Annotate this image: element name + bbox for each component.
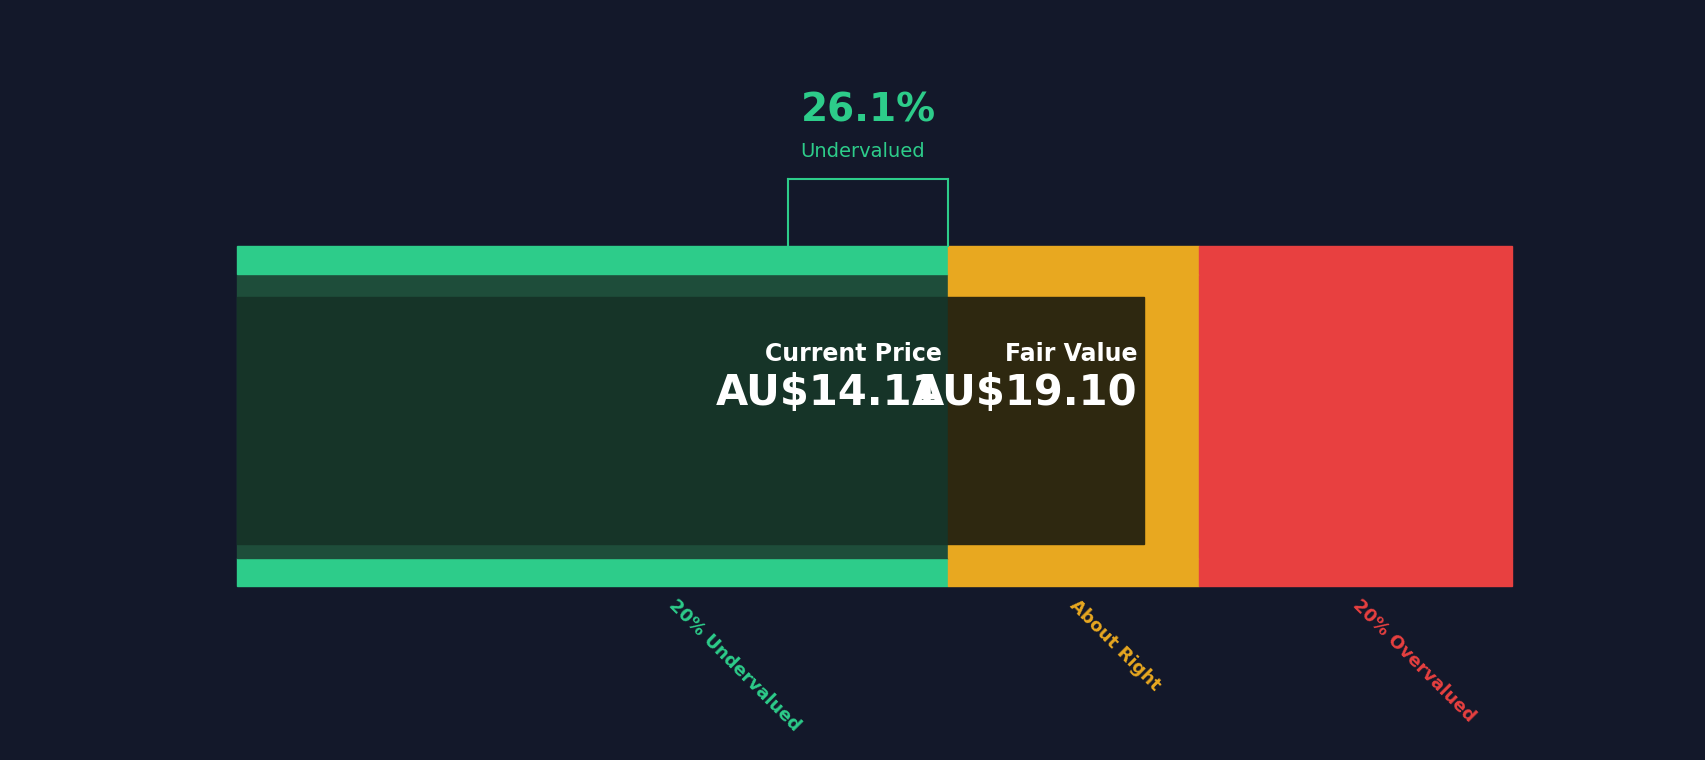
- Bar: [237, 246, 948, 274]
- Text: Fair Value: Fair Value: [1004, 341, 1137, 366]
- Bar: [1199, 246, 1511, 274]
- Text: 26.1%: 26.1%: [800, 91, 934, 129]
- Bar: [1199, 274, 1511, 558]
- Text: Undervalued: Undervalued: [800, 142, 924, 161]
- Text: 20% Overvalued: 20% Overvalued: [1349, 597, 1478, 726]
- Bar: [948, 558, 1199, 586]
- Bar: [237, 274, 948, 558]
- Text: Current Price: Current Price: [764, 341, 941, 366]
- Bar: [237, 297, 948, 543]
- Bar: [948, 274, 1199, 558]
- Bar: [1199, 558, 1511, 586]
- Text: AU$14.11: AU$14.11: [716, 372, 941, 414]
- Bar: [948, 297, 1144, 543]
- Bar: [948, 246, 1199, 274]
- Bar: [237, 558, 948, 586]
- Text: 20% Undervalued: 20% Undervalued: [665, 597, 803, 735]
- Text: About Right: About Right: [1066, 597, 1163, 694]
- Text: AU$19.10: AU$19.10: [912, 372, 1137, 414]
